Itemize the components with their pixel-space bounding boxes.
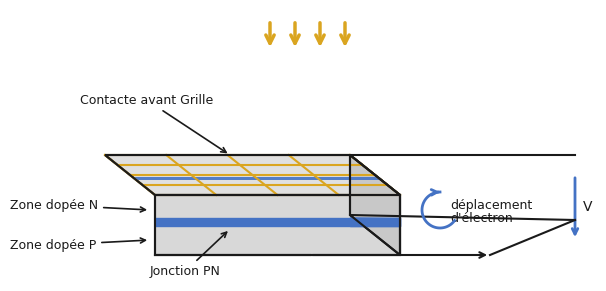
Text: Contacte avant Grille: Contacte avant Grille [80, 93, 226, 152]
Polygon shape [105, 155, 400, 195]
Polygon shape [350, 155, 400, 255]
Text: d'électron: d'électron [450, 212, 513, 224]
Text: I: I [398, 237, 402, 250]
Text: Zone dopée N: Zone dopée N [10, 198, 145, 212]
Text: Jonction PN: Jonction PN [150, 232, 227, 278]
Polygon shape [133, 177, 379, 180]
Polygon shape [155, 218, 400, 226]
Text: déplacement: déplacement [450, 198, 532, 212]
Polygon shape [350, 218, 400, 226]
Text: Zone dopée P: Zone dopée P [10, 238, 145, 251]
Text: V: V [583, 200, 593, 214]
Polygon shape [155, 195, 400, 255]
